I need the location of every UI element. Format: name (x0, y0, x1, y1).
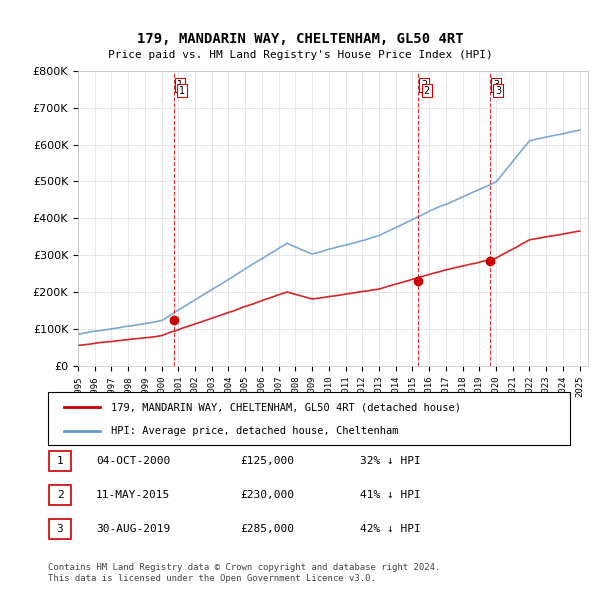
Text: Price paid vs. HM Land Registry's House Price Index (HPI): Price paid vs. HM Land Registry's House … (107, 50, 493, 60)
Text: 3: 3 (56, 525, 64, 534)
Text: 3: 3 (496, 86, 502, 96)
Text: 1: 1 (177, 80, 183, 90)
FancyBboxPatch shape (49, 485, 71, 505)
Text: 2: 2 (56, 490, 64, 500)
Text: 04-OCT-2000: 04-OCT-2000 (96, 456, 170, 466)
Text: HPI: Average price, detached house, Cheltenham: HPI: Average price, detached house, Chel… (110, 425, 398, 435)
Text: 179, MANDARIN WAY, CHELTENHAM, GL50 4RT (detached house): 179, MANDARIN WAY, CHELTENHAM, GL50 4RT … (110, 402, 461, 412)
Text: 30-AUG-2019: 30-AUG-2019 (96, 525, 170, 534)
Text: 42% ↓ HPI: 42% ↓ HPI (360, 525, 421, 534)
Text: £230,000: £230,000 (240, 490, 294, 500)
Text: 1: 1 (179, 86, 185, 96)
Text: 41% ↓ HPI: 41% ↓ HPI (360, 490, 421, 500)
Text: £125,000: £125,000 (240, 456, 294, 466)
Text: 1: 1 (56, 456, 64, 466)
Text: 2: 2 (421, 80, 427, 90)
Text: Contains HM Land Registry data © Crown copyright and database right 2024.
This d: Contains HM Land Registry data © Crown c… (48, 563, 440, 583)
Text: 179, MANDARIN WAY, CHELTENHAM, GL50 4RT: 179, MANDARIN WAY, CHELTENHAM, GL50 4RT (137, 32, 463, 47)
FancyBboxPatch shape (49, 519, 71, 539)
FancyBboxPatch shape (48, 392, 570, 445)
Text: 2: 2 (424, 86, 430, 96)
Text: £285,000: £285,000 (240, 525, 294, 534)
Text: 3: 3 (493, 80, 499, 90)
Text: 11-MAY-2015: 11-MAY-2015 (96, 490, 170, 500)
Text: 32% ↓ HPI: 32% ↓ HPI (360, 456, 421, 466)
FancyBboxPatch shape (49, 451, 71, 471)
